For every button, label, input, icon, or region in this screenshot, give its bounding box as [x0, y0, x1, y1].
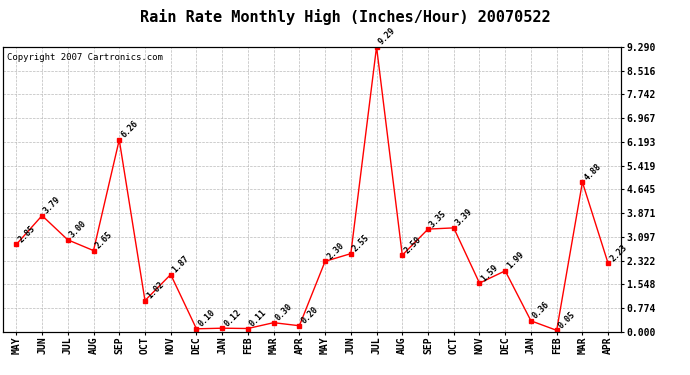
Text: 3.35: 3.35 — [428, 209, 448, 229]
Text: 6.26: 6.26 — [119, 119, 140, 140]
Text: 0.10: 0.10 — [197, 308, 217, 329]
Text: 3.00: 3.00 — [68, 219, 88, 240]
Text: Rain Rate Monthly High (Inches/Hour) 20070522: Rain Rate Monthly High (Inches/Hour) 200… — [139, 9, 551, 26]
Text: 2.50: 2.50 — [402, 235, 423, 255]
Text: 3.79: 3.79 — [42, 195, 63, 216]
Text: 3.39: 3.39 — [454, 207, 474, 228]
Text: 2.85: 2.85 — [17, 224, 37, 245]
Text: 0.36: 0.36 — [531, 300, 551, 321]
Text: 2.55: 2.55 — [351, 233, 371, 254]
Text: 0.12: 0.12 — [222, 308, 243, 328]
Text: 0.05: 0.05 — [557, 310, 577, 330]
Text: 1.59: 1.59 — [480, 262, 500, 283]
Text: 1.99: 1.99 — [505, 251, 526, 271]
Text: 2.65: 2.65 — [94, 230, 114, 251]
Text: 0.30: 0.30 — [274, 302, 294, 322]
Text: 0.11: 0.11 — [248, 308, 268, 328]
Text: 4.88: 4.88 — [582, 162, 603, 182]
Text: 2.23: 2.23 — [608, 243, 629, 264]
Text: 0.20: 0.20 — [299, 305, 320, 326]
Text: 1.02: 1.02 — [145, 280, 166, 301]
Text: Copyright 2007 Cartronics.com: Copyright 2007 Cartronics.com — [6, 53, 162, 62]
Text: 1.87: 1.87 — [170, 254, 191, 274]
Text: 2.30: 2.30 — [325, 241, 346, 261]
Text: 9.29: 9.29 — [377, 26, 397, 47]
